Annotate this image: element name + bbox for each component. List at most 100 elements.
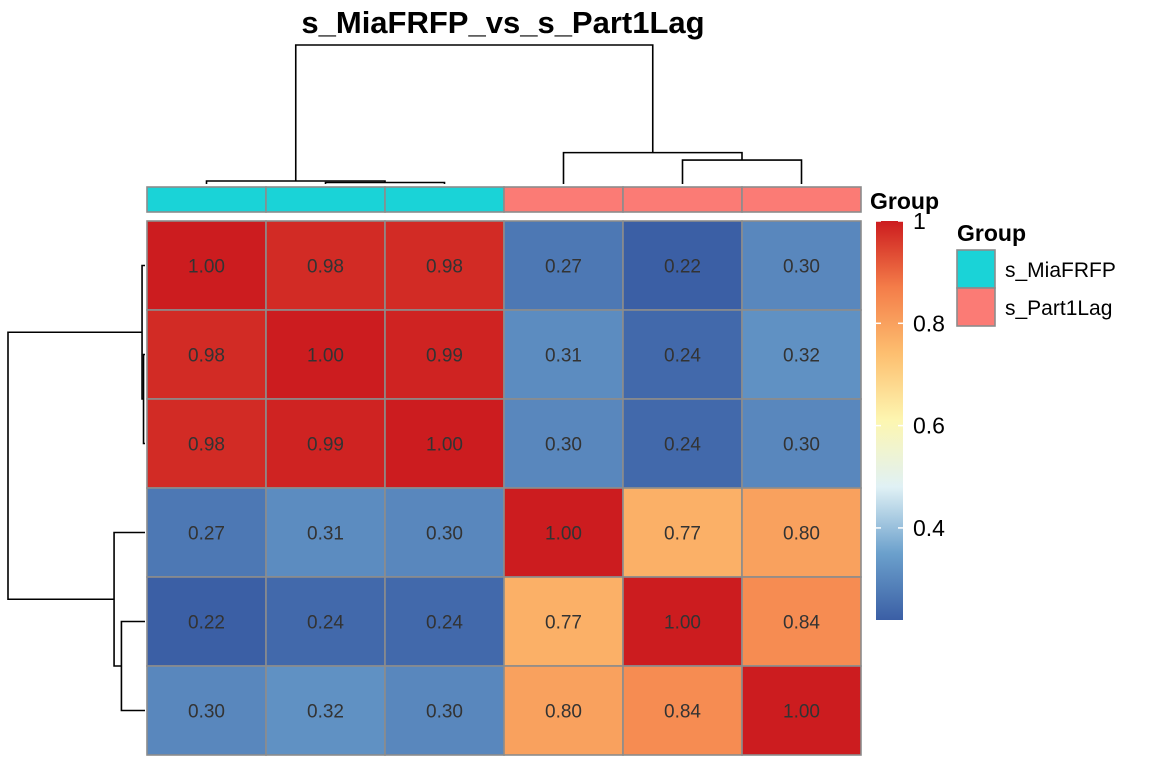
heatmap-cell xyxy=(503,220,624,311)
row-dendrogram-branch xyxy=(120,620,145,712)
color-scale-legend xyxy=(876,221,903,620)
heatmap-cell xyxy=(622,309,743,400)
heatmap-cell xyxy=(622,665,743,756)
heatmap-cell-value: 0.24 xyxy=(664,435,701,456)
heatmap-cell-value: 0.27 xyxy=(188,524,225,545)
group-legend-title: Group xyxy=(957,220,1026,246)
color-scale-bar xyxy=(876,221,903,620)
heatmap-cell xyxy=(146,220,267,311)
heatmap-cell xyxy=(622,487,743,578)
group-legend-label: s_Part1Lag xyxy=(1005,297,1112,320)
heatmap-cell xyxy=(384,665,505,756)
color-scale-tick-label: 0.6 xyxy=(913,413,945,439)
row-dendrogram xyxy=(7,264,145,712)
row-dendrogram-branch xyxy=(7,331,143,601)
heatmap-cell-value: 0.98 xyxy=(188,435,225,456)
color-scale-ticks: 0.4 0.6 0.8 1 xyxy=(876,208,945,541)
heatmap-cell-value: 0.32 xyxy=(307,702,344,723)
heatmap-cell xyxy=(741,665,862,756)
heatmap-cell xyxy=(622,398,743,489)
column-dendrogram xyxy=(205,44,803,184)
heatmap-cell xyxy=(265,398,386,489)
row-dendrogram-branch xyxy=(142,353,145,445)
column-dendrogram-branch xyxy=(562,151,743,184)
heatmap-cell xyxy=(741,220,862,311)
heatmap-cell-value: 0.31 xyxy=(545,346,582,367)
heatmap-cell xyxy=(265,487,386,578)
chart-title: s_MiaFRFP_vs_s_Part1Lag xyxy=(301,5,704,40)
group-legend: s_MiaFRFP s_Part1Lag xyxy=(956,249,1116,327)
heatmap-cell xyxy=(503,398,624,489)
heatmap-cell-value: 0.30 xyxy=(188,702,225,723)
color-scale-tick-label: 0.8 xyxy=(913,310,945,336)
column-dendrogram-branch xyxy=(681,159,803,184)
heatmap-cells xyxy=(146,220,862,756)
heatmap-cell-value: 1.00 xyxy=(307,346,344,367)
heatmap-cell xyxy=(741,487,862,578)
heatmap-cell xyxy=(265,665,386,756)
color-scale-tick-label: 0.4 xyxy=(913,515,945,541)
heatmap-cell-value: 0.99 xyxy=(426,346,463,367)
group-annotation-cell xyxy=(384,186,505,213)
heatmap-cell-value: 0.77 xyxy=(664,524,701,545)
heatmap-cell xyxy=(741,576,862,667)
heatmap-cell-value: 1.00 xyxy=(783,702,820,723)
group-annotation-cell xyxy=(741,186,862,213)
heatmap-cell xyxy=(384,220,505,311)
heatmap-cell-value: 0.24 xyxy=(307,613,344,634)
group-annotation-cell xyxy=(503,186,624,213)
heatmap-cell-value: 0.98 xyxy=(307,257,344,278)
heatmap-cell xyxy=(146,398,267,489)
heatmap-cell-value: 0.99 xyxy=(307,435,344,456)
heatmap-cell-labels: 1.00 0.98 0.98 0.27 0.22 0.30 0.98 1.00 0.99 0.31… xyxy=(188,257,820,723)
heatmap-cell xyxy=(384,576,505,667)
heatmap-cell xyxy=(503,487,624,578)
color-scale-tick-label: 1 xyxy=(913,208,926,234)
heatmap-cell-value: 0.27 xyxy=(545,257,582,278)
heatmap-cell-value: 0.30 xyxy=(545,435,582,456)
group-annotation-cell xyxy=(146,186,267,213)
heatmap-cell xyxy=(146,309,267,400)
heatmap-cell xyxy=(265,220,386,311)
heatmap-cell-value: 0.30 xyxy=(426,702,463,723)
group-annotation-track xyxy=(146,186,862,213)
heatmap-cell-value: 1.00 xyxy=(664,613,701,634)
heatmap-cell-value: 0.24 xyxy=(426,613,463,634)
heatmap-cell xyxy=(384,398,505,489)
heatmap-cell-value: 0.32 xyxy=(783,346,820,367)
heatmap-cell-value: 0.31 xyxy=(307,524,344,545)
heatmap-cell xyxy=(384,487,505,578)
group-legend-swatch xyxy=(956,287,996,327)
group-legend-label: s_MiaFRFP xyxy=(1005,259,1116,282)
row-dendrogram-branch xyxy=(113,531,145,667)
heatmap-cell-value: 0.30 xyxy=(783,435,820,456)
heatmap-cell-value: 0.77 xyxy=(545,613,582,634)
heatmap-cell xyxy=(265,576,386,667)
group-annotation-cell xyxy=(265,186,386,213)
heatmap-cell-value: 0.84 xyxy=(783,613,820,634)
heatmap-cell-value: 0.30 xyxy=(783,257,820,278)
annotation-track-label: Group xyxy=(870,188,939,214)
heatmap-cell-value: 0.22 xyxy=(664,257,701,278)
column-dendrogram-branch xyxy=(324,181,446,184)
heatmap-cell-value: 0.98 xyxy=(188,346,225,367)
heatmap-cell xyxy=(146,665,267,756)
heatmap-cell-value: 0.22 xyxy=(188,613,225,634)
column-dendrogram-branch xyxy=(294,44,654,182)
heatmap-cell-value: 0.80 xyxy=(783,524,820,545)
heatmap-cell-value: 0.80 xyxy=(545,702,582,723)
heatmap-cell-value: 1.00 xyxy=(426,435,463,456)
group-annotation-cell xyxy=(622,186,743,213)
heatmap-cell-value: 0.24 xyxy=(664,346,701,367)
heatmap-cell-value: 0.30 xyxy=(426,524,463,545)
group-legend-swatch xyxy=(956,249,996,289)
heatmap-cell xyxy=(503,309,624,400)
heatmap-cell xyxy=(741,309,862,400)
column-dendrogram-branch xyxy=(205,180,386,184)
heatmap-cell-value: 0.98 xyxy=(426,257,463,278)
heatmap-cell-value: 1.00 xyxy=(188,257,225,278)
heatmap-cell-value: 0.84 xyxy=(664,702,701,723)
heatmap-cell-value: 1.00 xyxy=(545,524,582,545)
heatmap-cell xyxy=(741,398,862,489)
